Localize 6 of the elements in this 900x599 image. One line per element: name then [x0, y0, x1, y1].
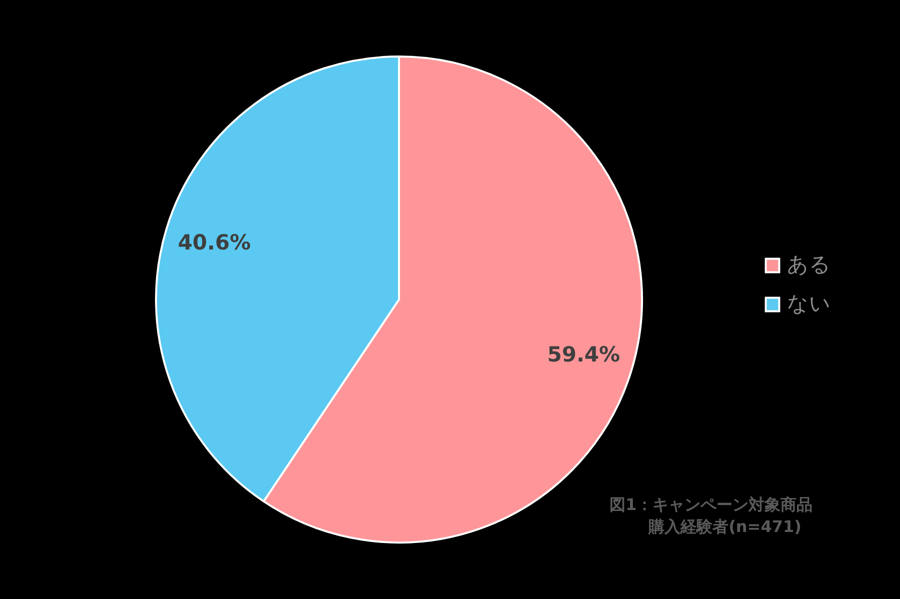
legend-label: ある — [787, 252, 831, 276]
caption: 図1：キャンペーン対象商品 — [609, 495, 813, 514]
data-label: 40.6% — [178, 230, 251, 254]
data-label: 59.4% — [547, 342, 620, 367]
legend-label: ない — [787, 292, 831, 316]
text: 購入経験者(n=471) — [648, 517, 802, 536]
